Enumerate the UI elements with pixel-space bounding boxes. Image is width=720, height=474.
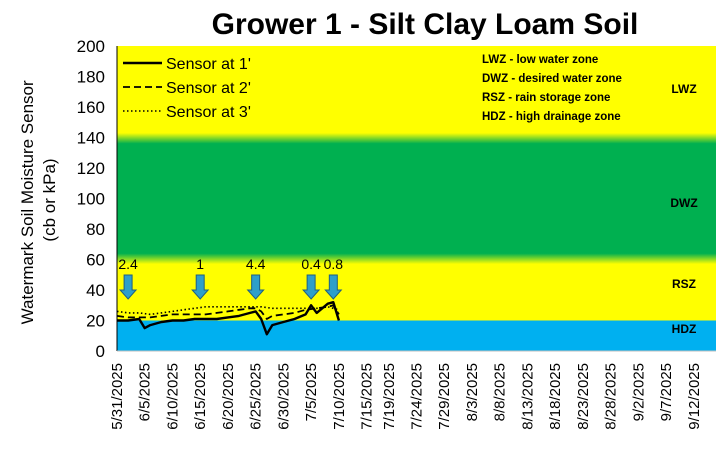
y-tick-label: 200: [77, 37, 105, 56]
y-tick-label: 20: [86, 312, 105, 331]
zone-band-hdz: [117, 320, 716, 351]
y-tick-label: 60: [86, 251, 105, 270]
x-tick-label: 7/10/2025: [331, 363, 348, 430]
series-line-3: [116, 305, 340, 316]
zone-note-3: RSZ - rain storage zone: [482, 92, 610, 104]
x-tick-label: 9/2/2025: [630, 363, 647, 421]
series-line-1: [117, 301, 341, 336]
x-tick-label: 6/20/2025: [220, 363, 237, 430]
x-tick-label: 7/29/2025: [436, 363, 453, 430]
series-lines: [116, 301, 341, 336]
zone-transition-upper: [117, 132, 716, 144]
rain-label-2: 1: [196, 256, 204, 272]
zone-bands: HDZ RSZ DWZ LWZ: [117, 46, 716, 351]
x-tick-label: 6/5/2025: [137, 363, 154, 421]
x-tick-label: 8/28/2025: [603, 363, 620, 430]
y-tick-label: 140: [77, 129, 105, 148]
x-tick-label: 8/23/2025: [575, 363, 592, 430]
zone-label-dwz: DWZ: [670, 196, 697, 210]
rain-arrow-1: [118, 274, 138, 300]
y-axis-label: Watermark Soil Moisture Sensor (cb or kP…: [18, 76, 59, 325]
zone-note-4: HDZ - high drainage zone: [482, 111, 621, 123]
y-axis-label-line2: (cb or kPa): [40, 158, 59, 241]
legend-label-2: Sensor at 2': [166, 80, 251, 97]
x-tick-label: 8/3/2025: [464, 363, 481, 421]
zone-note-2: DWZ - desired water zone: [482, 73, 622, 85]
zone-transition-lower: [117, 253, 716, 265]
x-tick-label: 6/25/2025: [248, 363, 265, 430]
x-tick-label: 8/18/2025: [547, 363, 564, 430]
axes: 0 20 40 60 80 100 120 140 160 180 200 5/31/2025 6/5/…: [77, 37, 716, 430]
zone-band-lwz: [117, 46, 716, 138]
rain-label-5: 0.8: [324, 256, 344, 272]
x-tick-label: 9/12/2025: [686, 363, 703, 430]
legend-label-3: Sensor at 3': [166, 104, 251, 121]
legend-label-1: Sensor at 1': [166, 56, 251, 73]
rain-arrow-3: [246, 274, 265, 300]
x-tick-label: 5/31/2025: [109, 363, 126, 430]
y-tick-label: 160: [77, 98, 105, 117]
legend: Sensor at 1' Sensor at 2' Sensor at 3': [123, 56, 251, 121]
rain-label-1: 2.4: [118, 256, 138, 272]
zone-label-rsz: RSZ: [672, 277, 696, 291]
chart-title: Grower 1 - Silt Clay Loam Soil: [212, 8, 639, 41]
zone-notes: LWZ - low water zone DWZ - desired water …: [482, 54, 622, 123]
zone-label-hdz: HDZ: [672, 322, 697, 336]
x-tick-label: 7/24/2025: [409, 363, 426, 430]
x-tick-label: 6/10/2025: [164, 363, 181, 430]
zone-label-lwz: LWZ: [671, 82, 696, 96]
x-tick-label: 6/15/2025: [192, 363, 209, 430]
x-tick-label: 7/15/2025: [359, 363, 376, 430]
y-axis-label-line1: Watermark Soil Moisture Sensor: [18, 80, 37, 324]
zone-band-dwz: [117, 137, 716, 260]
x-tick-label: 8/8/2025: [492, 363, 509, 421]
y-tick-label: 0: [96, 342, 105, 361]
rain-arrow-2: [191, 274, 210, 300]
y-tick-label: 100: [77, 190, 105, 209]
x-tick-label: 6/30/2025: [275, 363, 292, 430]
rain-label-3: 4.4: [246, 256, 266, 272]
rain-arrow-4: [302, 274, 321, 300]
y-tick-label: 120: [77, 159, 105, 178]
x-tick-label: 7/5/2025: [303, 363, 320, 421]
y-tick-label: 80: [86, 220, 105, 239]
zone-band-rsz: [117, 259, 716, 321]
rain-arrow-5: [324, 274, 343, 300]
x-tick-label: 9/7/2025: [658, 363, 675, 421]
y-tick-label: 180: [77, 68, 105, 87]
x-tick-label: 8/13/2025: [519, 363, 536, 430]
x-tick-label: 7/19/2025: [381, 363, 398, 430]
rain-event-markers: 2.4 1 4.4 0.4 0.8: [118, 256, 344, 300]
rain-label-4: 0.4: [301, 256, 321, 272]
zone-note-1: LWZ - low water zone: [482, 54, 598, 66]
y-tick-label: 40: [86, 281, 105, 300]
